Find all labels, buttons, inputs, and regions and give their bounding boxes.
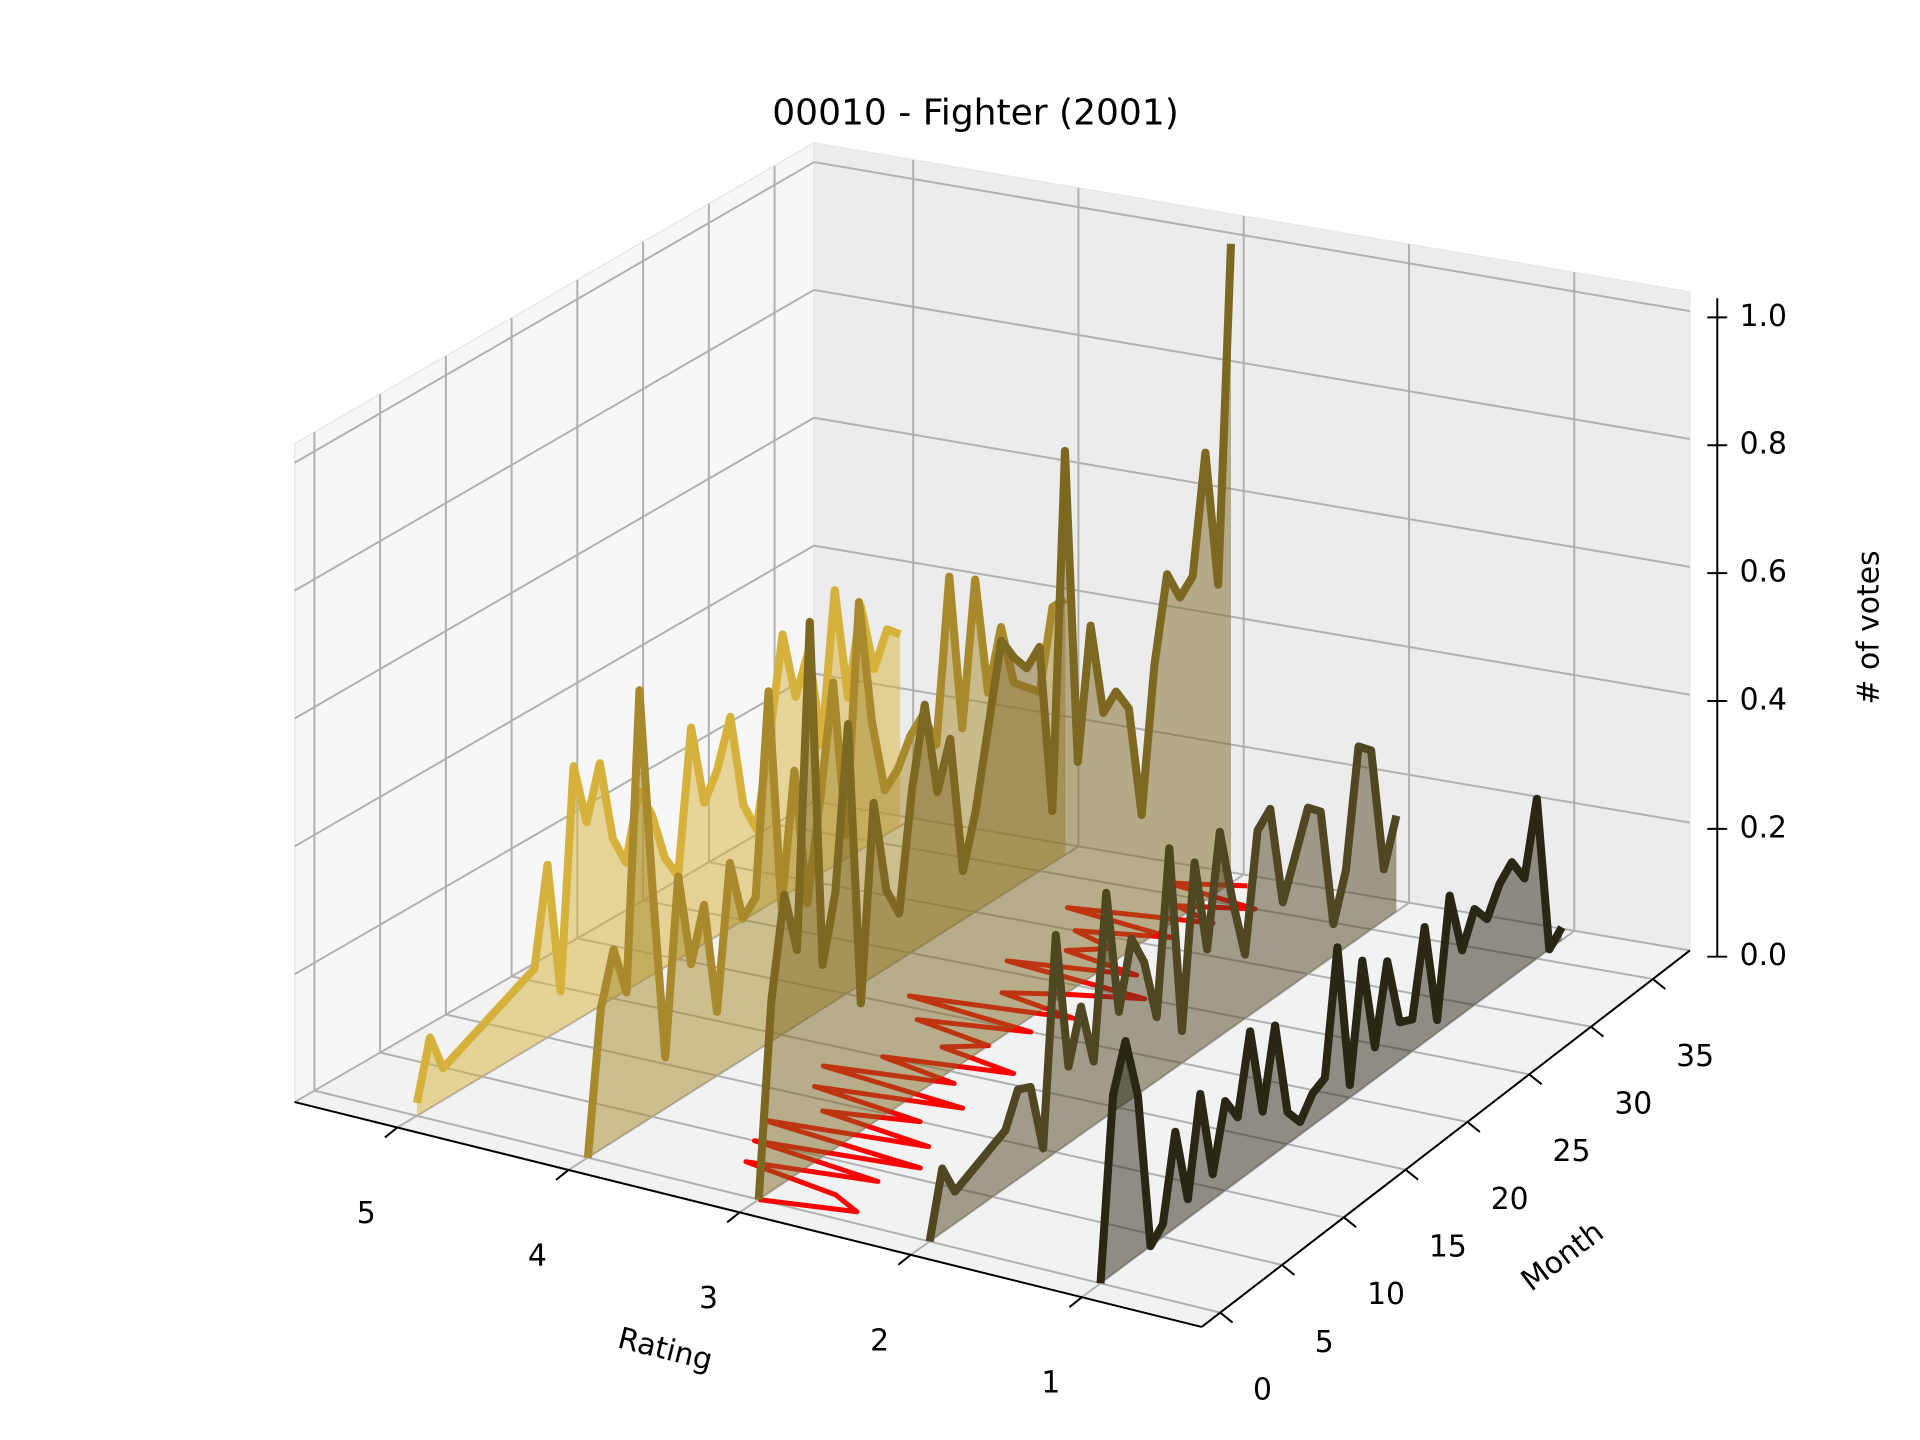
marks bbox=[412, 243, 1566, 1284]
x-axis-title: Rating bbox=[614, 1321, 716, 1378]
y-tick bbox=[1528, 1073, 1543, 1086]
y-tick bbox=[1652, 978, 1666, 990]
x-tick-label: 5 bbox=[357, 1196, 376, 1231]
grid-line bbox=[294, 416, 815, 720]
y-tick-label: 25 bbox=[1553, 1134, 1591, 1169]
x-tick bbox=[384, 1126, 398, 1139]
area-fill bbox=[587, 576, 1066, 1158]
grid-line bbox=[813, 161, 1691, 313]
y-tick-label: 15 bbox=[1429, 1229, 1467, 1264]
y-tick-label: 35 bbox=[1676, 1039, 1714, 1074]
y-tick bbox=[1466, 1121, 1481, 1133]
y-tick-label: 10 bbox=[1367, 1277, 1405, 1312]
y-tick bbox=[1405, 1168, 1419, 1181]
series-line bbox=[412, 586, 902, 1104]
axes: 1 2 3 4 5 0 5 10 15 20 25 30 35 0.0 0.2 0.4 0.6 0.8 1.0 bbox=[294, 298, 1787, 1407]
chart-title: 00010 - Fighter (2001) bbox=[772, 92, 1179, 133]
z-tick-label: 0.0 bbox=[1740, 938, 1787, 973]
x-tick-label: 1 bbox=[1041, 1366, 1060, 1401]
y-axis-title: Month bbox=[1515, 1214, 1611, 1298]
x-axis-line bbox=[294, 1101, 1202, 1328]
x-tick bbox=[555, 1169, 570, 1181]
x-tick-label: 4 bbox=[528, 1238, 547, 1273]
y-tick-label: 5 bbox=[1315, 1325, 1334, 1360]
x-tick bbox=[726, 1211, 741, 1224]
y-tick bbox=[1219, 1311, 1234, 1324]
series-line bbox=[583, 572, 1068, 1159]
series-line bbox=[754, 243, 1236, 1200]
x-tick-label: 3 bbox=[699, 1281, 718, 1316]
z-tick-label: 0.4 bbox=[1740, 682, 1787, 717]
x-tick bbox=[1068, 1296, 1083, 1308]
series-line bbox=[1096, 794, 1566, 1284]
y-tick-label: 0 bbox=[1253, 1372, 1272, 1407]
grid-line bbox=[294, 544, 815, 848]
z-tick-label: 1.0 bbox=[1740, 299, 1787, 334]
x-tick-label: 2 bbox=[870, 1323, 889, 1358]
x-tick bbox=[897, 1254, 912, 1266]
y-tick bbox=[1343, 1216, 1357, 1229]
grid-line bbox=[813, 288, 1691, 440]
z-tick-label: 0.6 bbox=[1740, 555, 1787, 590]
grid-line bbox=[294, 289, 815, 592]
y-tick-label: 20 bbox=[1491, 1182, 1529, 1217]
series-line bbox=[925, 742, 1401, 1243]
area-fill bbox=[416, 590, 901, 1116]
grid-line bbox=[813, 544, 1691, 696]
y-tick-label: 30 bbox=[1614, 1086, 1652, 1121]
y-tick bbox=[1590, 1025, 1605, 1038]
z-tick-label: 0.2 bbox=[1740, 810, 1787, 845]
y-tick bbox=[1281, 1264, 1296, 1276]
z-axis-title: # of votes bbox=[1852, 550, 1887, 704]
z-tick-label: 0.8 bbox=[1740, 427, 1787, 462]
grid-line bbox=[813, 416, 1691, 568]
grid-line bbox=[294, 161, 815, 464]
y-axis-line bbox=[1201, 949, 1691, 1328]
